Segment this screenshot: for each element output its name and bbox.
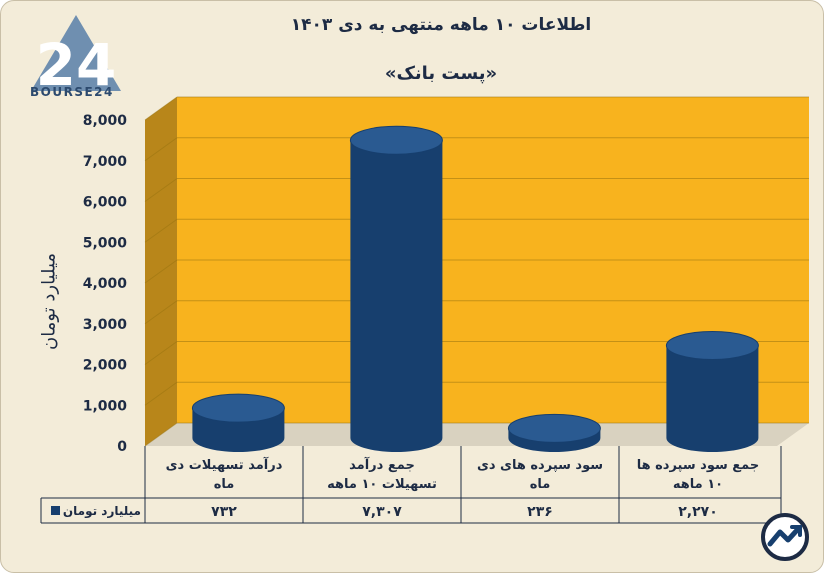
x-category-label: تسهیلات ۱۰ ماهه [327,477,437,492]
chart-subtitle: «پست بانک» [384,63,498,84]
data-label: ۷۳۲ [211,504,237,520]
gridline-side [144,300,178,325]
data-label: ۲۳۶ [527,504,553,520]
logo-mark: 24 [36,31,117,93]
logo-text: BOURSE24 [30,85,114,99]
chart-floor [145,423,809,446]
data-label: ۲,۲۷۰ [678,504,718,520]
y-tick-label: 3,000 [83,317,128,333]
y-tick-label: 2,000 [83,358,128,374]
x-category-label: درآمد تسهیلات دی [166,456,283,473]
bar-body [666,345,759,452]
bar-top [349,125,443,155]
data-label: ۷,۳۰۷ [362,504,402,520]
y-tick-label: 4,000 [83,276,128,292]
bar-top [665,330,759,360]
bourse24-logo: 24 [29,13,123,105]
y-tick-label: 0 [117,439,127,455]
gridline-side [144,341,178,365]
gridline-side [144,381,178,406]
gridline-side [144,218,178,243]
gridline-side [144,96,178,121]
y-tick-label: 7,000 [83,154,128,170]
legend-label: میلیارد تومان [63,504,141,519]
x-category-label: جمع درآمد [349,456,415,473]
bar-top [191,393,285,423]
bar [349,125,443,452]
x-category-label: ماه [214,477,235,492]
x-category-label: سود سپرده های دی [477,458,603,473]
gridline-side [144,422,178,447]
y-tick-label: 5,000 [83,235,128,251]
bar-body [350,140,443,452]
gridline-side [144,259,178,284]
legend-swatch [51,506,60,515]
bar [191,393,285,452]
trend-chart-icon [761,513,809,561]
bar-top [507,413,601,443]
y-tick-label: 8,000 [83,113,128,129]
chart-title: اطلاعات ۱۰ ماهه منتهی به دی ۱۴۰۳ [290,15,592,35]
x-category-label: ماه [530,477,551,492]
bar [507,413,601,452]
y-tick-label: 1,000 [83,398,128,414]
gridline-side [144,178,178,202]
x-category-label: ۱۰ ماهه [673,477,723,492]
y-tick-label: 6,000 [83,195,128,211]
gridline-side [144,137,178,162]
x-category-label: جمع سود سپرده ها [637,458,760,473]
bar [665,330,759,452]
